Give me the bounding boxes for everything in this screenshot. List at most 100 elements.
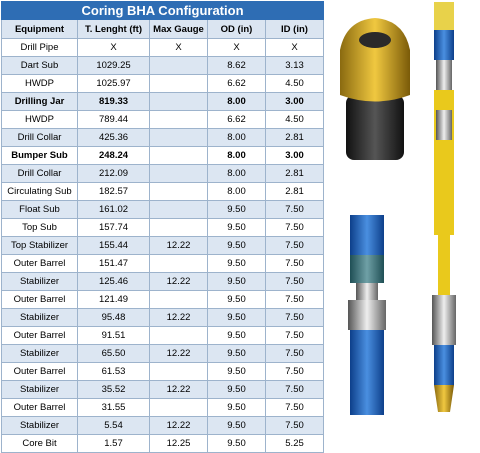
table-row: Float Sub 161.02 9.50 7.50 [1,200,325,219]
cell-equipment: Outer Barrel [1,362,78,381]
header-row: Equipment T. Lenght (ft) Max Gauge OD (in) I… [1,19,325,39]
cell-max-gauge [149,128,208,147]
cell-od: 9.50 [207,290,266,309]
cell-length: 91.51 [77,326,150,345]
cell-length: 5.54 [77,416,150,435]
cell-equipment: Top Sub [1,218,78,237]
table-row: Drill Collar 212.09 8.00 2.81 [1,164,325,183]
cell-id: 7.50 [264,326,325,345]
cell-length: 789.44 [77,110,150,129]
cell-max-gauge: 12.22 [149,308,208,327]
cell-id: 7.50 [264,200,325,219]
tool-images [340,2,456,415]
table-row: HWDP 789.44 6.62 4.50 [1,110,325,129]
cell-max-gauge [149,110,208,129]
cell-od: 8.00 [207,92,266,111]
cell-max-gauge: X [149,38,208,57]
cell-max-gauge: 12.22 [149,272,208,291]
cell-equipment: Stabilizer [1,380,78,399]
cell-od: 9.50 [207,380,266,399]
cell-id: 3.00 [264,92,325,111]
cell-length: 151.47 [77,254,150,273]
cell-equipment: Outer Barrel [1,290,78,309]
cell-length: 161.02 [77,200,150,219]
cell-od: 9.50 [207,200,266,219]
cell-od: 8.62 [207,56,266,75]
cell-equipment: Stabilizer [1,344,78,363]
table-row: Outer Barrel 31.55 9.50 7.50 [1,398,325,417]
cell-max-gauge: 12.22 [149,344,208,363]
cell-od: 9.50 [207,416,266,435]
cell-equipment: Circulating Sub [1,182,78,201]
cell-length: 182.57 [77,182,150,201]
cell-equipment: Drill Collar [1,128,78,147]
cell-length: 1.57 [77,434,150,453]
cell-id: 2.81 [264,128,325,147]
cell-id: 7.50 [264,254,325,273]
table-row: Top Stabilizer 155.44 12.22 9.50 7.50 [1,236,325,255]
cell-od: 8.00 [207,128,266,147]
table-row: Stabilizer 5.54 12.22 9.50 7.50 [1,416,325,435]
cell-id: 2.81 [264,164,325,183]
table-row: Outer Barrel 151.47 9.50 7.50 [1,254,325,273]
cell-length: X [77,38,150,57]
cell-equipment: Drill Pipe [1,38,78,57]
cell-length: 425.36 [77,128,150,147]
cell-equipment: Top Stabilizer [1,236,78,255]
cell-max-gauge [149,182,208,201]
cell-max-gauge [149,326,208,345]
cell-length: 157.74 [77,218,150,237]
column-header: OD (in) [207,19,266,39]
cell-od: 9.50 [207,344,266,363]
cell-id: 7.50 [264,236,325,255]
cell-length: 121.49 [77,290,150,309]
cell-max-gauge [149,398,208,417]
cell-equipment: Drilling Jar [1,92,78,111]
cell-length: 1025.97 [77,74,150,93]
table-row: Core Bit 1.57 12.25 9.50 5.25 [1,434,325,453]
cell-od: 9.50 [207,236,266,255]
table-row: Outer Barrel 61.53 9.50 7.50 [1,362,325,381]
cell-max-gauge [149,164,208,183]
cell-od: 9.50 [207,218,266,237]
table-row: HWDP 1025.97 6.62 4.50 [1,74,325,93]
table-row: Drill Collar 425.36 8.00 2.81 [1,128,325,147]
column-header: T. Lenght (ft) [77,19,150,39]
cell-id: 7.50 [264,308,325,327]
cell-length: 212.09 [77,164,150,183]
cell-id: 7.50 [264,218,325,237]
cell-max-gauge: 12.22 [149,236,208,255]
assembly-image [432,2,456,412]
table-row: Stabilizer 65.50 12.22 9.50 7.50 [1,344,325,363]
cell-equipment: Stabilizer [1,308,78,327]
cell-max-gauge [149,92,208,111]
table-row: Top Sub 157.74 9.50 7.50 [1,218,325,237]
core-bit-image [340,18,410,160]
bha-table: Coring BHA Configuration Equipment T. Len… [0,1,325,453]
table-row: Dart Sub 1029.25 8.62 3.13 [1,56,325,75]
cell-od: 6.62 [207,110,266,129]
cell-length: 65.50 [77,344,150,363]
cell-length: 35.52 [77,380,150,399]
cell-length: 61.53 [77,362,150,381]
cell-id: 4.50 [264,110,325,129]
table-row: Drill Pipe X X X X [1,38,325,57]
cell-id: 3.13 [264,56,325,75]
table-row: Outer Barrel 91.51 9.50 7.50 [1,326,325,345]
cell-od: 9.50 [207,308,266,327]
cell-max-gauge [149,56,208,75]
table-row: Stabilizer 125.46 12.22 9.50 7.50 [1,272,325,291]
cell-max-gauge [149,290,208,309]
cell-equipment: HWDP [1,74,78,93]
cell-od: X [207,38,266,57]
cell-id: 7.50 [264,290,325,309]
cell-max-gauge [149,362,208,381]
cell-equipment: HWDP [1,110,78,129]
cell-max-gauge [149,218,208,237]
table-row: Drilling Jar 819.33 8.00 3.00 [1,92,325,111]
cell-equipment: Stabilizer [1,272,78,291]
cell-equipment: Float Sub [1,200,78,219]
cell-od: 8.00 [207,146,266,165]
cell-id: 7.50 [264,380,325,399]
page: {"table": { "title": "Coring BHA Configu… [0,1,456,453]
